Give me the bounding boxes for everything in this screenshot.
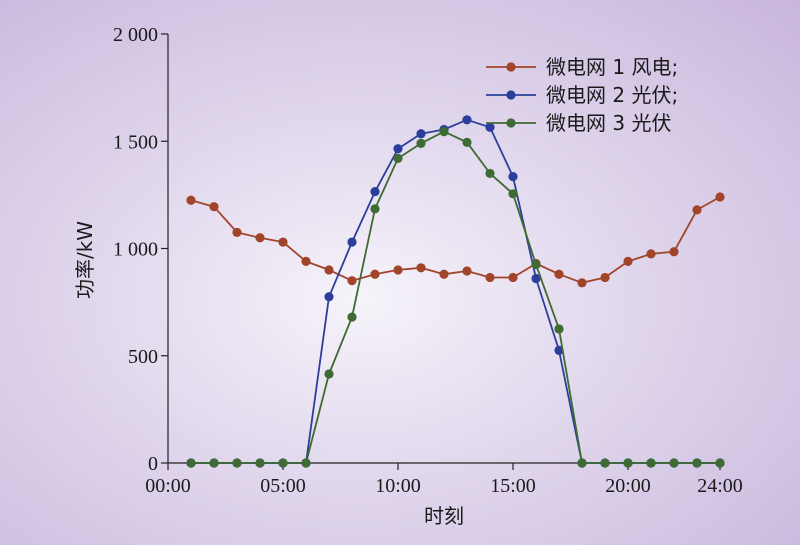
series-2 xyxy=(186,115,725,468)
series-line xyxy=(190,196,721,284)
data-point xyxy=(347,276,357,286)
data-point xyxy=(508,189,518,199)
data-point xyxy=(393,144,403,154)
data-point xyxy=(646,249,656,259)
data-point xyxy=(646,458,656,468)
data-point xyxy=(439,126,449,137)
legend-swatch-marker xyxy=(506,62,516,72)
data-point xyxy=(508,272,518,283)
data-point xyxy=(209,458,219,468)
data-point xyxy=(508,172,518,182)
data-point xyxy=(301,256,311,266)
data-point xyxy=(600,272,610,283)
legend-item: 微电网 1 风电; xyxy=(486,55,678,79)
y-tick-label: 1 000 xyxy=(113,239,158,261)
data-point xyxy=(370,204,380,214)
ticks: 0 500 1 000 1 500 2 000 00:00 05:00 10:00 15:00 2… xyxy=(113,24,743,497)
data-point xyxy=(462,115,472,125)
data-point xyxy=(186,195,196,205)
data-point xyxy=(324,292,334,302)
data-point xyxy=(669,247,679,257)
data-point xyxy=(278,458,288,468)
series-line xyxy=(191,118,720,464)
data-point xyxy=(347,237,357,247)
data-point xyxy=(485,122,495,132)
legend-label: 微电网 1 风电; xyxy=(546,55,678,79)
data-point xyxy=(623,458,633,468)
data-point xyxy=(301,458,311,468)
data-point xyxy=(232,227,242,238)
data-point xyxy=(623,256,633,266)
x-tick-label: 20:00 xyxy=(605,475,651,497)
data-point xyxy=(416,263,426,273)
y-tick-label: 2 000 xyxy=(113,24,158,46)
data-point xyxy=(485,272,495,283)
data-point xyxy=(324,369,334,379)
data-point xyxy=(554,269,564,279)
data-point xyxy=(370,187,380,197)
data-point xyxy=(554,324,564,334)
x-tick-label: 05:00 xyxy=(260,475,306,497)
x-tick-label: 15:00 xyxy=(490,475,536,497)
data-point xyxy=(416,129,426,139)
data-point xyxy=(715,192,725,202)
data-point xyxy=(439,269,449,279)
data-point xyxy=(324,265,334,275)
series-1 xyxy=(186,192,725,288)
data-point xyxy=(715,458,725,468)
data-point xyxy=(692,205,702,215)
data-point xyxy=(600,458,610,468)
y-tick-label: 0 xyxy=(148,453,158,475)
series-group xyxy=(186,115,725,468)
data-point xyxy=(209,202,219,212)
data-point xyxy=(255,233,265,243)
data-point xyxy=(416,138,426,148)
data-point xyxy=(278,237,288,247)
series-3 xyxy=(186,126,725,468)
data-point xyxy=(531,259,541,270)
data-point xyxy=(186,458,196,468)
x-axis-label: 时刻 xyxy=(424,504,464,528)
data-point xyxy=(485,168,495,179)
data-point xyxy=(462,266,472,276)
data-point xyxy=(255,458,265,468)
x-tick-label: 00:00 xyxy=(145,475,191,497)
data-point xyxy=(393,153,403,164)
y-tick-label: 500 xyxy=(128,346,158,368)
y-axis-label: 功率/kW xyxy=(73,221,97,299)
data-point xyxy=(577,278,587,288)
data-point xyxy=(554,345,564,355)
data-point xyxy=(692,458,702,468)
data-point xyxy=(669,458,679,468)
x-tick-label: 10:00 xyxy=(375,475,421,497)
data-point xyxy=(393,265,403,275)
legend: 微电网 1 风电; 微电网 2 光伏; 微电网 3 光伏 xyxy=(486,55,678,135)
data-point xyxy=(370,269,380,279)
data-point xyxy=(347,312,357,322)
legend-label: 微电网 3 光伏 xyxy=(546,111,671,135)
legend-swatch-marker xyxy=(506,118,516,128)
legend-label: 微电网 2 光伏; xyxy=(546,83,678,107)
legend-swatch-marker xyxy=(506,90,516,100)
data-point xyxy=(577,458,587,468)
data-point xyxy=(462,137,472,147)
data-point xyxy=(232,458,242,468)
legend-item: 微电网 2 光伏; xyxy=(486,83,678,107)
x-tick-label: 24:00 xyxy=(697,475,743,497)
series-line xyxy=(191,130,720,464)
legend-item: 微电网 3 光伏 xyxy=(486,111,671,135)
y-tick-label: 1 500 xyxy=(113,131,158,153)
data-point xyxy=(531,273,541,284)
